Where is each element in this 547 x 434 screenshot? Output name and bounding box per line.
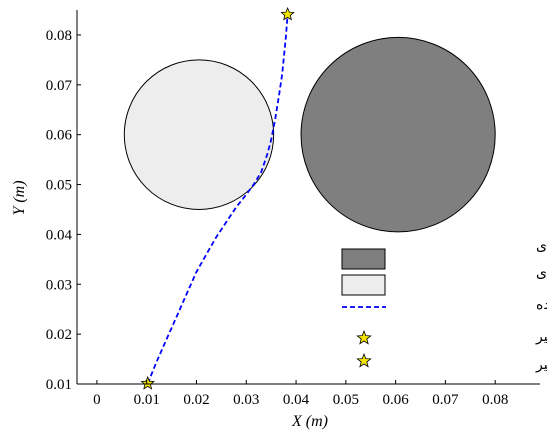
x-tick-label-3: 0.03 [233, 392, 259, 408]
y-tick-label-1: 0.02 [46, 327, 72, 343]
x-tick-label-1: 0.01 [134, 392, 160, 408]
x-tick-label-7: 0.07 [432, 392, 459, 408]
y-tick-label-6: 0.07 [46, 78, 73, 94]
marker-layer [140, 6, 295, 390]
y-tick-label-5: 0.06 [46, 128, 73, 144]
obstacle-circle-2 [300, 36, 496, 233]
x-tick-label-5: 0.05 [333, 392, 359, 408]
x-tick-label-0: 0 [93, 392, 101, 408]
obstacle-circle-1 [123, 59, 275, 210]
legend-swatch-light-obstacle [341, 274, 386, 296]
legend-label-end: نقطه انتهایی مسیر [535, 357, 547, 373]
legend-swatch-dark-obstacle [341, 248, 386, 270]
y-tick-label-7: 0.08 [46, 28, 72, 44]
legend-label-start: نقطه ابتدایی مسیر [535, 329, 547, 345]
legend-label-light-obstacle: مانع دایره‌ای [536, 265, 547, 281]
y-tick-label-0: 0.01 [46, 377, 72, 393]
x-axis-label: X (m) [291, 413, 328, 430]
ticks-layer: 0 0.01 0.02 0.03 0.04 0.05 0.06 0.07 0.08 0.01 0.0… [46, 28, 509, 408]
x-tick-label-8: 0.08 [482, 392, 508, 408]
legend-label-path: مسیر تولید شده [536, 297, 547, 313]
end-point-star [280, 6, 295, 21]
legend-label-dark-obstacle: مانع دایره‌ای [536, 238, 547, 254]
obstacles-layer [123, 36, 496, 233]
path-layer [146, 14, 289, 384]
x-tick-label-4: 0.04 [283, 392, 310, 408]
y-tick-label-4: 0.05 [46, 178, 72, 194]
start-point-star [140, 375, 155, 390]
x-tick-label-6: 0.06 [382, 392, 409, 408]
y-tick-label-3: 0.04 [46, 227, 73, 243]
legend: مانع دایره‌ای مانع دایره‌ای مسیر تولید ش… [341, 238, 547, 373]
legend-swatch-start-star [356, 329, 372, 345]
axes-layer [76, 10, 540, 385]
x-tick-label-2: 0.02 [183, 392, 209, 408]
path-line-1 [146, 14, 289, 384]
legend-swatch-end-star [356, 352, 372, 368]
y-axis-label: Y (m) [11, 180, 28, 215]
y-tick-label-2: 0.03 [46, 277, 72, 293]
